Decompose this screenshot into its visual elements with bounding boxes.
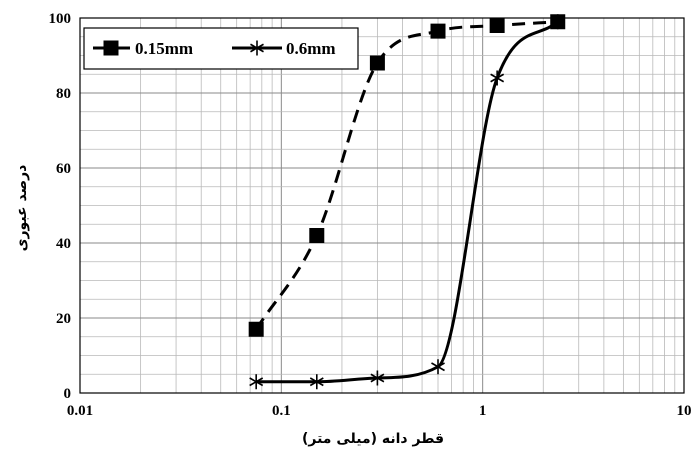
legend: 0.15mm 0.6mm xyxy=(83,27,359,70)
data-point-0.15mm xyxy=(309,228,325,243)
data-point-0.6mm xyxy=(550,14,565,30)
series-layer xyxy=(248,14,566,390)
data-point-0.15mm xyxy=(430,23,446,39)
data-point-0.15mm xyxy=(369,55,385,71)
series-line-0.6mm xyxy=(256,20,559,384)
legend-marker xyxy=(250,40,264,56)
x-tick-label: 0.01 xyxy=(67,403,93,419)
legend-label-0.15mm: 0.15mm xyxy=(135,39,193,58)
data-point-0.6mm xyxy=(431,359,445,375)
y-tick-label: 100 xyxy=(49,11,72,27)
y-tick-label: 80 xyxy=(56,86,71,102)
legend-symbol-0.15mm xyxy=(93,40,130,56)
legend-marker xyxy=(103,40,119,56)
data-point-0.15mm xyxy=(489,18,505,33)
data-point-0.6mm xyxy=(309,374,324,390)
x-tick-label: 0.1 xyxy=(272,403,291,419)
legend-label-0.6mm: 0.6mm xyxy=(286,39,336,58)
x-tick-label: 1 xyxy=(479,403,487,419)
data-point-0.6mm xyxy=(249,374,264,390)
grid xyxy=(79,17,684,394)
y-tick-label: 40 xyxy=(56,236,71,252)
x-tick-label: 10 xyxy=(677,403,691,419)
legend-symbol-0.6mm xyxy=(232,40,282,56)
y-tick-label: 60 xyxy=(56,161,71,177)
data-point-0.6mm xyxy=(370,370,385,386)
y-tick-label: 0 xyxy=(64,386,72,402)
y-axis-title: درصد عبوری xyxy=(14,165,30,252)
x-axis-title: قطر دانه (میلی متر) xyxy=(302,431,444,447)
data-point-0.15mm xyxy=(248,321,264,337)
data-point-0.6mm xyxy=(490,70,505,86)
plot-frame xyxy=(79,17,685,394)
y-tick-label: 20 xyxy=(56,311,71,327)
